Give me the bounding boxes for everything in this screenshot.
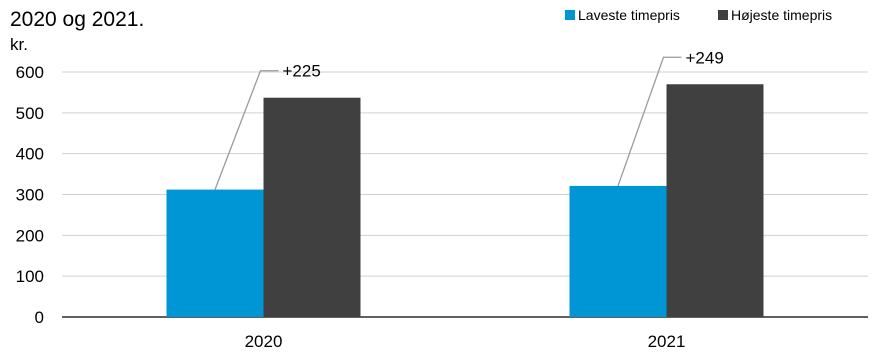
y-tick-label: 600 — [16, 63, 44, 82]
x-tick-label: 2021 — [648, 332, 686, 351]
bar-laveste-2021 — [569, 185, 667, 317]
y-tick-label: 200 — [16, 226, 44, 245]
y-tick-label: 0 — [35, 308, 44, 327]
annotation-leader-line — [617, 56, 682, 187]
legend-label-laveste: Laveste timepris — [578, 7, 680, 23]
bar-laveste-2020 — [166, 189, 264, 317]
annotation-label: +249 — [686, 48, 724, 67]
y-tick-label: 500 — [16, 104, 44, 123]
bar-hojeste-2020 — [263, 97, 361, 317]
x-tick-label: 2020 — [245, 332, 283, 351]
x-axis-ticks: 2020 2021 — [245, 332, 686, 351]
chart-title: 2020 og 2021. — [10, 8, 144, 31]
annotations: +225 +249 — [214, 48, 724, 190]
legend-label-hojeste: Højeste timepris — [731, 7, 832, 23]
y-tick-label: 300 — [16, 186, 44, 205]
legend-swatch-laveste — [565, 10, 575, 20]
annotation-leader-line — [214, 70, 279, 190]
annotation-label: +225 — [283, 62, 321, 81]
y-tick-label: 400 — [16, 145, 44, 164]
legend-swatch-hojeste — [718, 10, 728, 20]
y-axis-ticks: 0 100 200 300 400 500 600 — [16, 63, 44, 327]
y-tick-label: 100 — [16, 267, 44, 286]
bar-hojeste-2021 — [666, 84, 764, 317]
y-axis-unit-label: kr. — [10, 35, 28, 54]
legend: Laveste timepris Højeste timepris — [565, 7, 832, 23]
bars — [166, 84, 764, 317]
